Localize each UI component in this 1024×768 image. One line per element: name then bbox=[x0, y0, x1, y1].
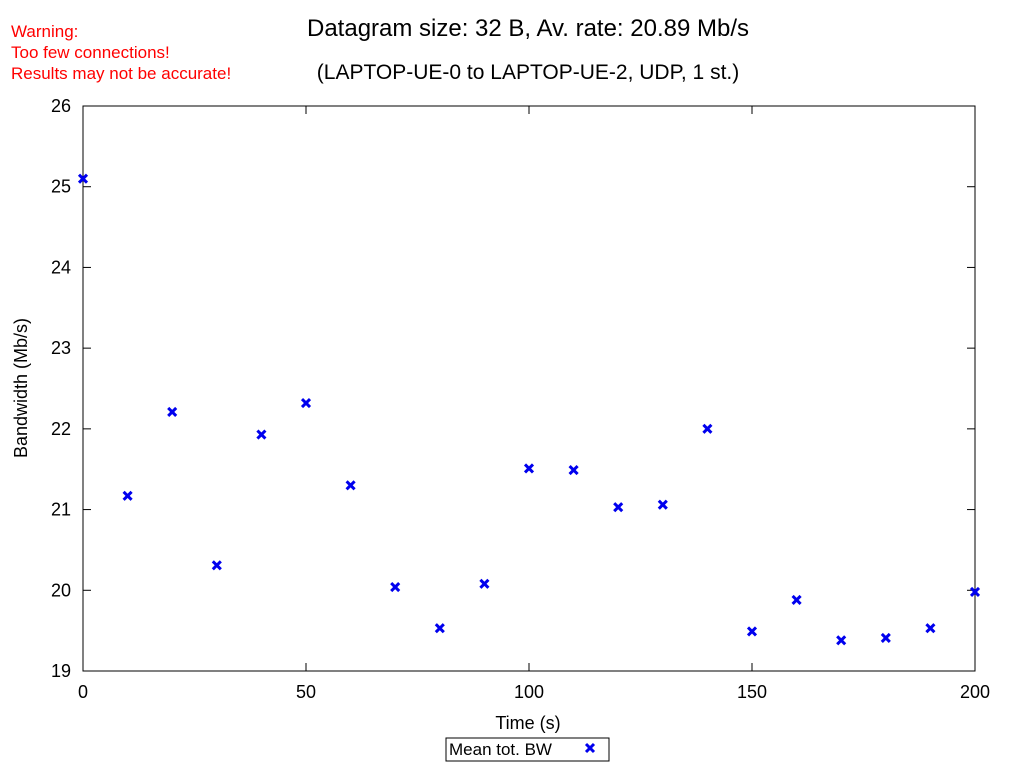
data-point bbox=[880, 632, 891, 643]
data-point bbox=[167, 406, 178, 417]
data-point bbox=[434, 623, 445, 634]
y-tick-label: 24 bbox=[51, 257, 71, 277]
data-point bbox=[122, 490, 133, 501]
legend: Mean tot. BW bbox=[445, 737, 610, 762]
y-tick-label: 19 bbox=[51, 661, 71, 681]
warning-line-1: Warning: bbox=[11, 22, 79, 41]
data-point bbox=[77, 173, 89, 184]
data-point bbox=[300, 397, 312, 409]
x-tick-label: 150 bbox=[737, 682, 767, 702]
y-tick-label: 25 bbox=[51, 177, 71, 197]
data-point bbox=[523, 463, 535, 474]
y-tick-label: 26 bbox=[51, 96, 71, 116]
data-point bbox=[211, 560, 222, 571]
data-point bbox=[791, 594, 802, 606]
x-tick-label: 200 bbox=[960, 682, 990, 702]
data-point bbox=[746, 626, 758, 637]
y-tick-label: 23 bbox=[51, 338, 71, 358]
warning-line-3: Results may not be accurate! bbox=[11, 64, 232, 83]
y-tick-label: 22 bbox=[51, 419, 71, 439]
y-tick-label: 20 bbox=[51, 580, 71, 600]
y-axis-label: Bandwidth (Mb/s) bbox=[11, 318, 31, 458]
data-point bbox=[479, 578, 490, 589]
legend-label: Mean tot. BW bbox=[449, 740, 552, 759]
plot-area-frame bbox=[82, 105, 976, 672]
data-point bbox=[657, 499, 668, 510]
data-point bbox=[568, 464, 579, 476]
data-point bbox=[345, 480, 356, 491]
warning-line-2: Too few connections! bbox=[11, 43, 170, 62]
chart-subtitle: (LAPTOP-UE-0 to LAPTOP-UE-2, UDP, 1 st.) bbox=[316, 61, 740, 84]
data-point bbox=[925, 623, 936, 634]
data-point bbox=[390, 581, 401, 593]
data-point bbox=[836, 635, 847, 646]
legend-box bbox=[445, 737, 610, 762]
x-tick-label: 50 bbox=[296, 682, 316, 702]
data-point bbox=[969, 586, 981, 597]
legend-marker-icon bbox=[584, 742, 596, 754]
y-tick-label: 21 bbox=[51, 500, 71, 520]
y-axis: 19 20 21 22 23 24 25 26 bbox=[51, 96, 975, 681]
data-point bbox=[702, 423, 713, 434]
x-tick-label: 100 bbox=[514, 682, 544, 702]
x-axis: 0 50 100 150 200 bbox=[78, 106, 990, 702]
x-axis-label: Time (s) bbox=[495, 713, 560, 733]
legend-marker-x bbox=[584, 742, 596, 754]
x-tick-label: 0 bbox=[78, 682, 88, 702]
chart-title: Datagram size: 32 B, Av. rate: 20.89 Mb/… bbox=[307, 15, 749, 42]
data-point bbox=[613, 502, 624, 513]
data-point bbox=[256, 429, 267, 440]
data-series bbox=[77, 173, 981, 646]
